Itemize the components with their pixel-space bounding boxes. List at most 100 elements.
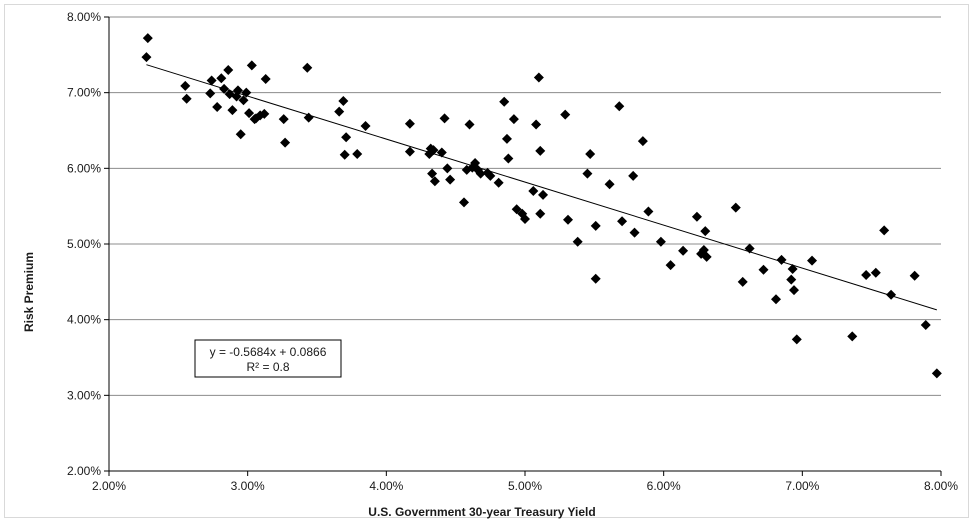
x-tick-label: 8.00%: [924, 479, 958, 493]
data-point: [181, 93, 192, 104]
data-point: [533, 72, 544, 83]
data-point: [931, 368, 942, 379]
data-point: [360, 120, 371, 131]
data-point: [246, 60, 257, 71]
data-point: [238, 95, 249, 106]
data-point: [879, 225, 890, 236]
data-point: [870, 267, 881, 278]
data-point: [560, 109, 571, 120]
data-point: [244, 108, 255, 119]
data-point: [303, 112, 314, 123]
gridlines: [109, 16, 941, 396]
data-point: [334, 106, 345, 117]
data-point: [538, 189, 549, 200]
data-point: [572, 236, 583, 247]
y-tick-label: 8.00%: [67, 10, 101, 24]
data-point: [436, 147, 447, 158]
data-point: [786, 274, 797, 285]
trendline-path: [146, 64, 937, 311]
data-point: [442, 163, 453, 174]
data-point: [758, 264, 769, 275]
data-point: [737, 276, 748, 287]
data-point: [404, 146, 415, 157]
data-point: [445, 174, 456, 185]
data-point: [341, 132, 352, 143]
data-point: [700, 226, 711, 237]
axes: [104, 16, 942, 476]
x-axis-tick-labels: 2.00% 3.00% 4.00% 5.00% 6.00% 7.00% 8.00%: [92, 479, 958, 493]
data-point: [141, 52, 152, 63]
x-axis-title: U.S. Government 30-year Treasury Yield: [368, 505, 595, 519]
data-point: [787, 263, 798, 274]
data-point: [665, 260, 676, 271]
data-point: [475, 168, 486, 179]
data-point: [493, 177, 504, 188]
trendline-equation: y = -0.5684x + 0.0866: [210, 345, 327, 359]
data-point: [259, 108, 270, 119]
data-point: [339, 149, 350, 160]
data-point: [520, 214, 530, 225]
data-point: [429, 176, 440, 187]
data-point: [142, 33, 153, 44]
data-point: [223, 64, 234, 75]
data-point: [227, 105, 238, 116]
y-axis-title: Risk Premium: [22, 252, 36, 332]
data-point: [691, 211, 702, 222]
data-point: [280, 137, 291, 148]
data-point: [886, 289, 897, 300]
x-tick-label: 3.00%: [231, 479, 265, 493]
data-point: [205, 88, 216, 99]
y-axis-tick-labels: 2.00% 3.00% 4.00% 5.00% 6.00% 7.00% 8.00%: [67, 10, 101, 478]
data-point: [791, 334, 802, 345]
data-point: [628, 170, 639, 181]
data-point: [590, 273, 601, 284]
y-tick-label: 5.00%: [67, 237, 101, 251]
data-point: [807, 255, 818, 266]
data-point: [404, 118, 415, 129]
data-point: [637, 136, 648, 147]
trendline-r-squared: R² = 0.8: [246, 360, 289, 374]
data-point: [655, 236, 666, 247]
data-point: [439, 113, 450, 124]
data-point: [464, 119, 475, 130]
trendline: [146, 64, 937, 311]
data-point: [861, 270, 872, 281]
data-point: [535, 145, 546, 156]
y-tick-label: 7.00%: [67, 86, 101, 100]
data-point: [212, 102, 223, 113]
data-point: [278, 114, 289, 125]
data-point: [206, 75, 217, 86]
x-tick-label: 7.00%: [785, 479, 819, 493]
data-point: [629, 227, 640, 238]
data-point: [730, 202, 741, 213]
data-point: [585, 148, 596, 159]
y-tick-label: 2.00%: [67, 464, 101, 478]
data-point: [920, 319, 931, 330]
chart-frame: 2.00% 3.00% 4.00% 5.00% 6.00% 7.00% 8.00% 2.00…: [4, 4, 969, 519]
data-point: [643, 206, 654, 217]
x-tick-label: 4.00%: [369, 479, 403, 493]
data-point: [216, 73, 227, 84]
data-point: [232, 85, 243, 96]
data-point: [678, 245, 689, 256]
data-point: [427, 168, 438, 179]
data-point: [789, 285, 800, 296]
data-point: [528, 186, 539, 197]
y-tick-label: 6.00%: [67, 161, 101, 175]
data-point: [614, 101, 625, 112]
data-point: [562, 214, 573, 225]
data-point: [604, 179, 615, 190]
data-point: [701, 251, 712, 262]
data-point: [302, 62, 313, 73]
x-tick-label: 6.00%: [647, 479, 681, 493]
y-tick-label: 3.00%: [67, 388, 101, 402]
data-point: [590, 220, 601, 231]
data-point: [847, 331, 858, 342]
data-points: [141, 33, 942, 379]
data-point: [776, 254, 787, 265]
data-point: [909, 270, 920, 281]
y-tick-label: 4.00%: [67, 313, 101, 327]
data-point: [485, 170, 496, 181]
data-point: [260, 74, 271, 85]
data-point: [770, 294, 781, 305]
